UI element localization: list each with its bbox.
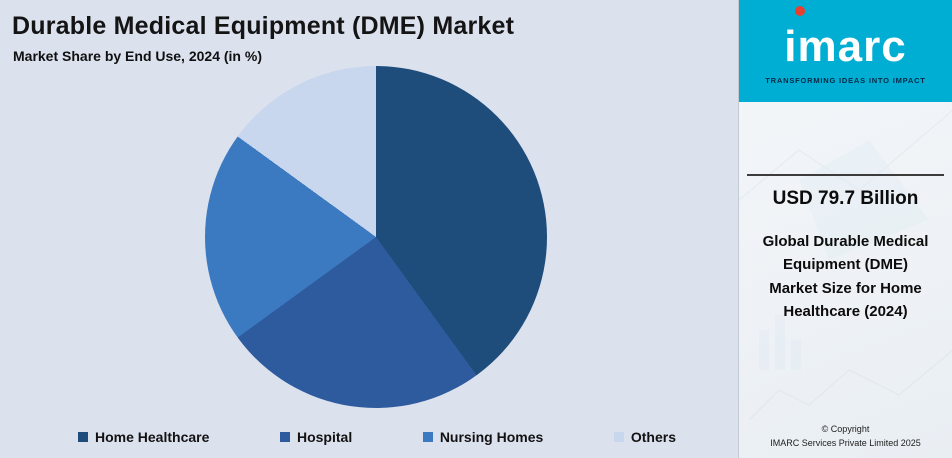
legend-swatch-others <box>613 432 624 442</box>
stat-value: USD 79.7 Billion <box>772 188 919 209</box>
legend-swatch-home-healthcare <box>78 432 88 442</box>
legend-label-home-healthcare: Home Healthcare <box>95 429 210 445</box>
legend-item-home-healthcare: Home Healthcare <box>78 429 209 445</box>
legend-item-hospital: Hospital <box>279 429 353 445</box>
imarc-logo-text: imarc <box>784 22 907 71</box>
stat-label: Global Durable Medical Equipment (DME) M… <box>762 233 929 320</box>
legend-item-nursing-homes: Nursing Homes <box>422 429 544 445</box>
copyright-notice: © Copyright IMARC Services Private Limit… <box>739 423 952 450</box>
legend-swatch-hospital <box>279 432 290 442</box>
chart-legend: Home Healthcare Hospital Nursing Homes O… <box>78 429 676 445</box>
legend-label-others: Others <box>630 429 676 445</box>
logo-dot-icon <box>794 6 805 16</box>
pie-chart <box>205 66 547 408</box>
brand-sidebar: imarc TRANSFORMING IDEAS INTO IMPACT USD… <box>738 0 952 458</box>
stat-block: USD 79.7 Billion Global Durable Medical … <box>747 174 944 323</box>
page-title: Durable Medical Equipment (DME) Market <box>12 12 515 40</box>
legend-item-others: Others <box>613 429 676 445</box>
imarc-logo: imarc TRANSFORMING IDEAS INTO IMPACT <box>739 0 952 102</box>
legend-label-hospital: Hospital <box>296 429 353 445</box>
copyright-line1: © Copyright <box>821 424 870 434</box>
chart-subtitle: Market Share by End Use, 2024 (in %) <box>13 48 262 64</box>
legend-label-nursing-homes: Nursing Homes <box>439 429 544 445</box>
imarc-tagline: TRANSFORMING IDEAS INTO IMPACT <box>765 76 926 85</box>
chart-panel: Durable Medical Equipment (DME) Market M… <box>12 12 676 445</box>
legend-swatch-nursing-homes <box>422 432 433 442</box>
copyright-line2: IMARC Services Private Limited 2025 <box>770 437 921 448</box>
